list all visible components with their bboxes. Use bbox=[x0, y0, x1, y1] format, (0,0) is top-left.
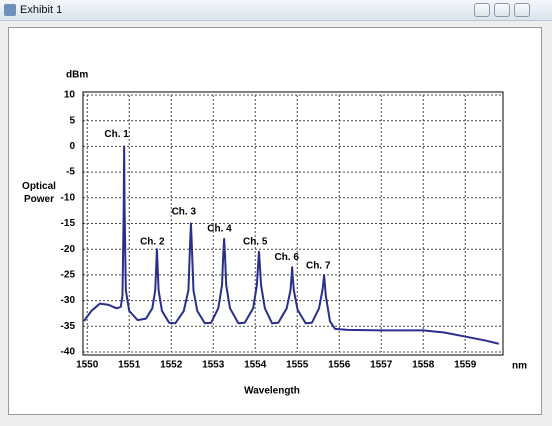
x-tick-label: 1555 bbox=[286, 360, 309, 371]
y-tick-label: -10 bbox=[61, 192, 76, 203]
y-axis-label: Optical Power bbox=[22, 181, 56, 205]
y-tick-label: -25 bbox=[61, 270, 76, 281]
x-unit: nm bbox=[512, 361, 527, 372]
channel-label: Ch. 4 bbox=[207, 223, 232, 234]
channel-label: Ch. 3 bbox=[172, 206, 197, 217]
y-tick-label: -35 bbox=[61, 321, 76, 332]
x-tick-label: 1559 bbox=[454, 360, 477, 371]
y-tick-label: 10 bbox=[64, 90, 76, 101]
y-tick-label: -40 bbox=[61, 347, 76, 358]
channel-label: Ch. 2 bbox=[140, 237, 165, 248]
y-tick-label: -30 bbox=[61, 295, 76, 306]
minimize-button[interactable] bbox=[474, 3, 490, 17]
spectrum-line bbox=[83, 145, 500, 345]
x-tick-label: 1556 bbox=[328, 360, 351, 371]
window-icon bbox=[4, 4, 16, 16]
maximize-button[interactable] bbox=[494, 3, 510, 17]
x-tick-label: 1553 bbox=[202, 360, 225, 371]
x-tick-label: 1552 bbox=[160, 360, 183, 371]
channel-label: Ch. 1 bbox=[104, 129, 129, 140]
channel-label: Ch. 5 bbox=[243, 237, 268, 248]
y-tick-label: -5 bbox=[66, 167, 75, 178]
x-axis-label: Wavelength bbox=[244, 386, 300, 397]
x-tick-label: 1554 bbox=[244, 360, 267, 371]
channel-label: Ch. 6 bbox=[274, 252, 299, 263]
x-tick-label: 1558 bbox=[412, 360, 435, 371]
y-tick-label: -20 bbox=[61, 244, 76, 255]
title-bar: Exhibit 1 bbox=[0, 0, 552, 21]
x-tick-label: 1551 bbox=[118, 360, 141, 371]
y-tick-label: 5 bbox=[69, 115, 75, 126]
y-tick-label: 0 bbox=[69, 141, 75, 152]
channel-label: Ch. 7 bbox=[306, 260, 331, 271]
y-tick-label: -15 bbox=[61, 218, 76, 229]
close-button[interactable] bbox=[514, 3, 530, 17]
window-title: Exhibit 1 bbox=[20, 4, 63, 16]
x-tick-label: 1557 bbox=[370, 360, 393, 371]
x-tick-label: 1550 bbox=[76, 360, 99, 371]
plot-border bbox=[82, 91, 504, 356]
y-unit: dBm bbox=[66, 70, 88, 81]
